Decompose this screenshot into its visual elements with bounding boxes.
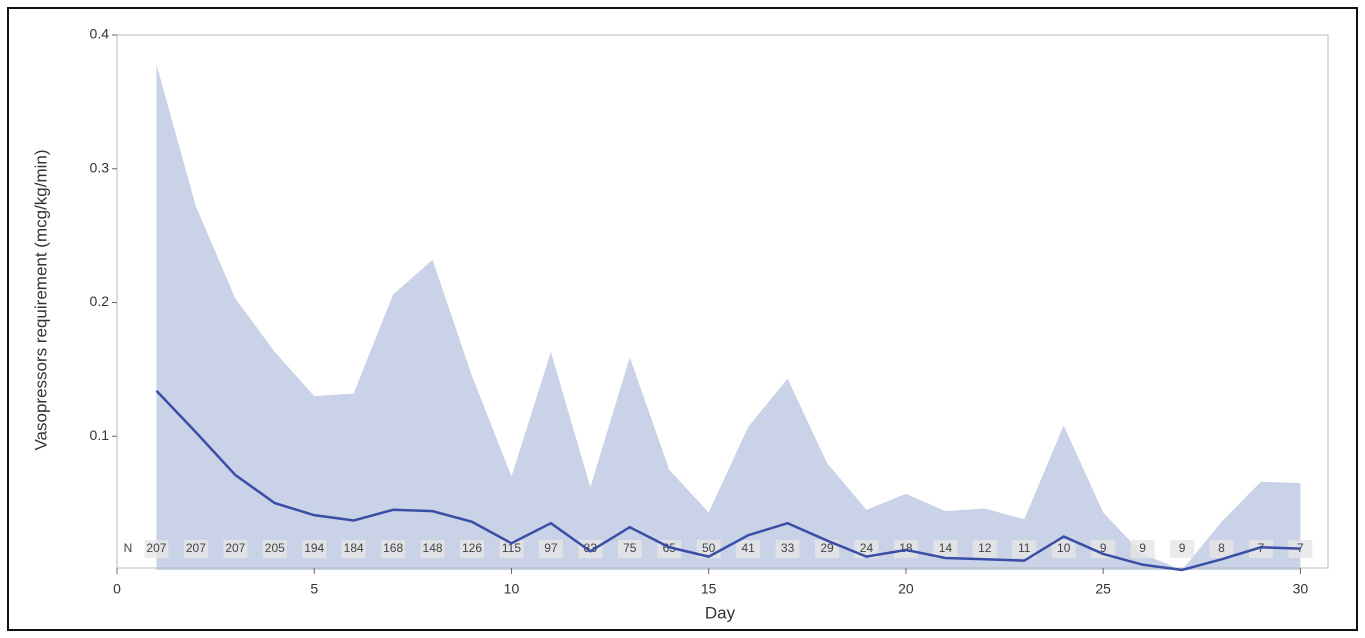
n-value: 207 [225, 541, 245, 555]
n-value: 9 [1179, 541, 1186, 555]
n-box [578, 540, 603, 558]
n-value: 115 [502, 541, 521, 555]
n-value: 126 [462, 541, 482, 555]
n-box [223, 540, 248, 558]
n-box [538, 540, 563, 558]
x-tick-label: 0 [113, 581, 121, 597]
n-box [1091, 540, 1116, 558]
n-box [381, 540, 406, 558]
n-box [341, 540, 366, 558]
n-value: 14 [939, 541, 953, 555]
n-value: 9 [1100, 541, 1107, 555]
plot-frame [116, 34, 1329, 569]
n-value: 24 [860, 541, 874, 555]
y-tick-label: 0.3 [90, 159, 110, 175]
y-tick-label: 0.2 [90, 293, 110, 309]
n-box [144, 540, 169, 558]
n-value: 207 [186, 541, 206, 555]
n-value: 41 [741, 541, 755, 555]
n-box [933, 540, 958, 558]
x-tick-label: 25 [1095, 581, 1111, 597]
n-value: 75 [623, 541, 637, 555]
x-tick-label: 30 [1293, 581, 1309, 597]
n-value: 148 [423, 541, 443, 555]
median-line [155, 389, 1301, 572]
n-box [499, 540, 524, 558]
n-box [1012, 540, 1037, 558]
n-value: 11 [1018, 541, 1031, 555]
x-axis-label: Day [705, 603, 736, 622]
n-value: 184 [344, 541, 364, 555]
n-value: 18 [899, 541, 913, 555]
n-value: 50 [702, 541, 716, 555]
n-value: 12 [978, 541, 992, 555]
n-value: 10 [1057, 541, 1071, 555]
n-box [1288, 540, 1313, 558]
n-box [775, 540, 800, 558]
n-value: 33 [781, 541, 795, 555]
x-tick-label: 20 [898, 581, 914, 597]
n-value: 9 [1139, 541, 1146, 555]
x-tick-label: 15 [701, 581, 717, 597]
y-axis-label: Vasopressors requirement (mcg/kg/min) [31, 149, 50, 450]
n-box [736, 540, 761, 558]
n-value: 205 [265, 541, 285, 555]
n-value: 194 [304, 541, 324, 555]
n-value: 29 [820, 541, 834, 555]
n-value: 207 [146, 541, 166, 555]
y-tick-label: 0.1 [90, 427, 110, 443]
n-box [1209, 540, 1234, 558]
n-box [972, 540, 997, 558]
y-tick-label: 0.4 [90, 26, 110, 42]
n-box [617, 540, 642, 558]
n-box [302, 540, 327, 558]
n-box [1051, 540, 1076, 558]
n-value: 168 [383, 541, 403, 555]
x-tick-label: 5 [310, 581, 318, 597]
n-value: 97 [544, 541, 558, 555]
n-box [815, 540, 840, 558]
n-box [262, 540, 287, 558]
n-box [460, 540, 485, 558]
n-box [1130, 540, 1155, 558]
x-tick-label: 10 [504, 581, 520, 597]
n-value: 83 [584, 541, 598, 555]
n-box [183, 540, 208, 558]
n-box [1170, 540, 1195, 558]
range-area [156, 64, 1301, 571]
n-value: 8 [1218, 541, 1225, 555]
n-box [1248, 540, 1273, 558]
n-value: 7 [1297, 541, 1304, 555]
n-label: N [124, 541, 133, 555]
n-box [420, 540, 445, 558]
